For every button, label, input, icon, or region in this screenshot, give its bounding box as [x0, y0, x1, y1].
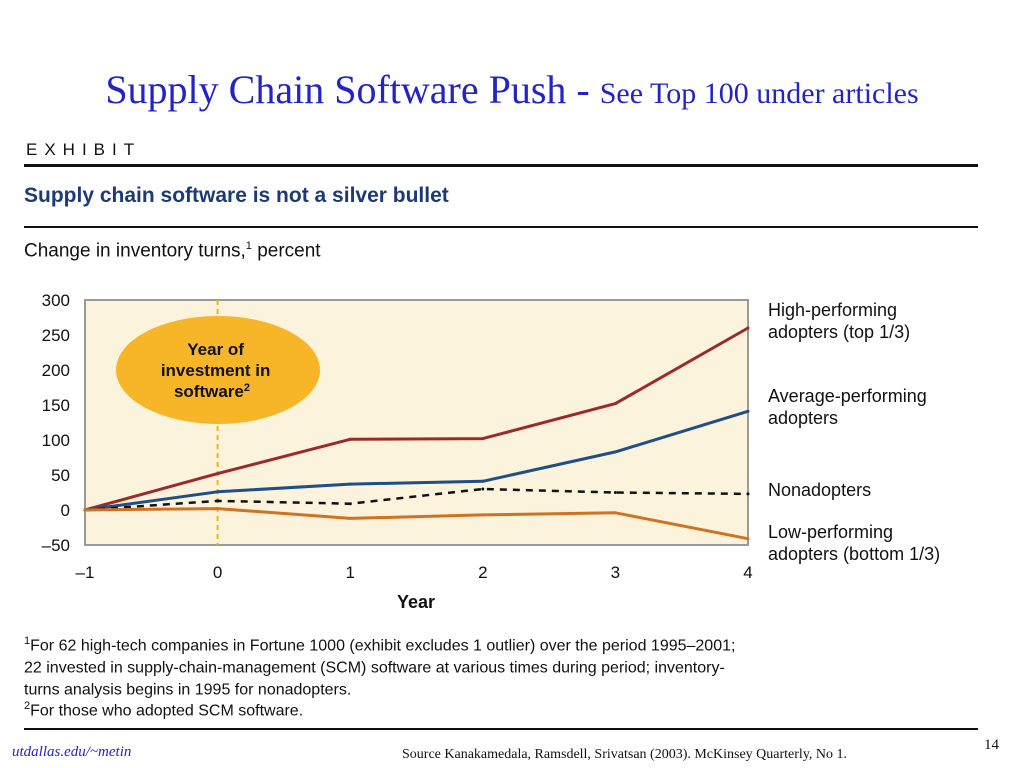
- callout-bubble: [116, 316, 320, 424]
- y-tick-label: –50: [42, 536, 70, 555]
- line-chart: Year of investment in software2 30025020…: [42, 291, 940, 612]
- chart-subtitle: Change in inventory turns,1 percent: [24, 240, 321, 262]
- data-point: [216, 472, 220, 476]
- footnote-line: 1For 62 high-tech companies in Fortune 1…: [24, 633, 994, 655]
- footnote-text: For 62 high-tech companies in Fortune 10…: [30, 637, 736, 655]
- data-point: [348, 502, 352, 506]
- series-line: [84, 507, 749, 541]
- series-label: Average-performing: [768, 386, 927, 406]
- footer-link[interactable]: utdallas.edu/~metin: [12, 744, 132, 760]
- slide-title-main: Supply Chain Software Push -: [105, 67, 600, 112]
- series-label: adopters (top 1/3): [768, 322, 910, 342]
- series-line: [84, 487, 749, 512]
- exhibit-label: EXHIBIT: [26, 140, 142, 159]
- subtitle-unit: percent: [251, 240, 321, 262]
- y-tick-label: 100: [42, 431, 70, 450]
- y-tick-label: 0: [61, 501, 70, 520]
- footnotes: 1For 62 high-tech companies in Fortune 1…: [24, 633, 994, 720]
- callout-line-3: software: [174, 382, 244, 401]
- footer-source: Source Kanakamedala, Ramsdell, Srivatsan…: [402, 747, 848, 762]
- data-point: [481, 437, 485, 441]
- subtitle-footnote-mark: 1: [245, 240, 252, 252]
- data-point: [746, 492, 750, 496]
- footnote-line: turns analysis begins in 1995 for nonado…: [24, 677, 994, 699]
- y-tick-label: 50: [51, 466, 70, 485]
- subtitle-text: Change in inventory turns,: [24, 240, 246, 262]
- series-label: Low-performing: [768, 522, 893, 542]
- data-point: [613, 450, 617, 454]
- series-label: adopters: [768, 408, 838, 428]
- data-point: [481, 513, 485, 517]
- y-tick-label: 300: [42, 291, 70, 310]
- slide-title: Supply Chain Software Push - See Top 100…: [0, 66, 1024, 113]
- page-number: 14: [984, 737, 999, 753]
- data-point: [481, 487, 485, 491]
- data-point: [83, 508, 87, 512]
- series-line: [84, 326, 749, 512]
- x-tick-label: 1: [345, 563, 354, 582]
- footnote-mark: 2: [24, 700, 31, 713]
- footnote-text: 22 invested in supply-chain-management (…: [24, 659, 725, 677]
- data-point: [746, 537, 750, 541]
- data-point: [216, 507, 220, 511]
- data-point: [348, 516, 352, 520]
- x-tick-label: 4: [743, 563, 752, 582]
- data-point: [216, 490, 220, 494]
- x-axis-label: Year: [397, 592, 435, 612]
- footnote-line: 22 invested in supply-chain-management (…: [24, 655, 994, 677]
- series-label: High-performing: [768, 300, 897, 320]
- x-tick-label: 0: [213, 563, 222, 582]
- footnote-line: 2For those who adopted SCM software.: [24, 698, 994, 720]
- exhibit-title: Supply chain software is not a silver bu…: [24, 184, 449, 207]
- callout-text: Year of investment in software2: [161, 340, 275, 401]
- data-point: [348, 482, 352, 486]
- y-tick-label: 200: [42, 361, 70, 380]
- callout-line-1: Year of: [187, 340, 244, 359]
- axis-layer: 300 250 200 150 100 50 0 –50 –1 0 1 2 3 4: [42, 291, 753, 582]
- data-point: [481, 479, 485, 483]
- footnote-text: For those who adopted SCM software.: [30, 702, 304, 720]
- title-rule: [24, 226, 978, 228]
- top-rule: [24, 164, 978, 167]
- x-tick-label: –1: [76, 563, 95, 582]
- series-layer: [83, 326, 750, 541]
- data-point: [613, 491, 617, 494]
- footnote-text: turns analysis begins in 1995 for nonado…: [24, 680, 352, 698]
- series-label: adopters (bottom 1/3): [768, 544, 940, 564]
- x-tick-label: 2: [478, 563, 487, 582]
- data-point: [216, 499, 220, 503]
- data-point: [746, 409, 750, 413]
- series-label: Nonadopters: [768, 480, 871, 500]
- data-point: [613, 511, 617, 515]
- y-tick-label: 150: [42, 396, 70, 415]
- bottom-rule: [24, 728, 978, 730]
- callout-footnote-mark: 2: [244, 382, 250, 394]
- x-tick-label: 3: [611, 563, 620, 582]
- data-point: [348, 437, 352, 441]
- footnote-mark: 1: [24, 635, 31, 647]
- series-line: [84, 409, 749, 512]
- slide-title-sub: See Top 100 under articles: [599, 77, 919, 110]
- callout-line-2: investment in: [161, 361, 271, 380]
- data-point: [746, 326, 750, 330]
- y-tick-label: 250: [42, 326, 70, 345]
- data-point: [613, 402, 617, 406]
